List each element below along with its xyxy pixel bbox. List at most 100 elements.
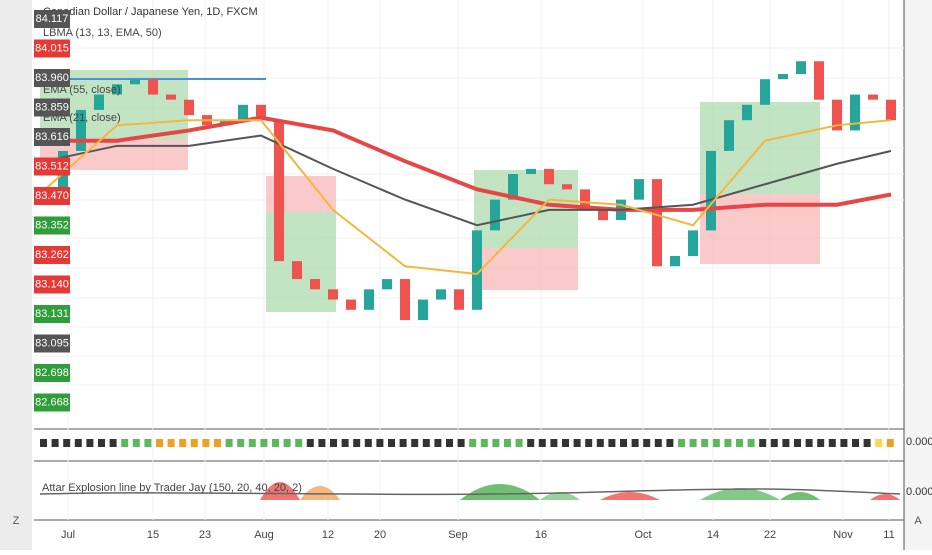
signal-square bbox=[422, 439, 430, 447]
signal-square bbox=[167, 439, 175, 447]
candle bbox=[832, 99, 842, 131]
line-series bbox=[44, 134, 892, 227]
explosion-line bbox=[39, 488, 901, 496]
signal-square bbox=[596, 439, 604, 447]
signal-square bbox=[237, 439, 245, 447]
signal-square bbox=[631, 439, 639, 447]
signal-square bbox=[457, 439, 465, 447]
signal-square bbox=[573, 439, 581, 447]
candle bbox=[652, 179, 662, 267]
candle bbox=[472, 230, 482, 310]
x-tick-label: Aug bbox=[254, 529, 274, 541]
explosion-area bbox=[870, 494, 900, 500]
button[interactable]: Z bbox=[13, 515, 20, 527]
signal-square bbox=[515, 439, 523, 447]
candle bbox=[418, 299, 428, 321]
signal-square bbox=[144, 439, 152, 447]
candle bbox=[346, 299, 356, 310]
panel-value: 0.000 bbox=[906, 486, 932, 498]
price-label-box bbox=[34, 10, 70, 28]
explosion-area bbox=[600, 492, 660, 500]
price-label: 83.095 bbox=[35, 337, 69, 349]
explosion-area bbox=[300, 486, 340, 500]
signal-square bbox=[538, 439, 546, 447]
signal-square bbox=[828, 439, 836, 447]
price-label-box bbox=[34, 216, 70, 235]
candle bbox=[706, 150, 716, 231]
signal-square bbox=[214, 439, 221, 447]
signal-square bbox=[689, 439, 697, 447]
candle bbox=[688, 230, 698, 256]
x-tick-label: 22 bbox=[764, 529, 776, 541]
candle bbox=[328, 289, 338, 300]
signal-square bbox=[376, 439, 384, 447]
signal-square bbox=[736, 439, 743, 447]
signal-square bbox=[504, 439, 511, 447]
price-label-box bbox=[34, 128, 70, 146]
signal-square bbox=[840, 439, 848, 447]
candle bbox=[400, 279, 410, 321]
candle bbox=[742, 104, 752, 121]
signal-square bbox=[585, 439, 593, 447]
price-label: 84.015 bbox=[35, 42, 69, 54]
signal-square bbox=[40, 439, 47, 447]
signal-square bbox=[121, 439, 129, 447]
signal-square bbox=[666, 439, 674, 447]
signal-square bbox=[411, 439, 419, 447]
signal-square bbox=[272, 439, 279, 447]
candle bbox=[634, 179, 644, 200]
candle bbox=[130, 79, 140, 85]
explosion-area bbox=[260, 482, 300, 500]
plot bbox=[40, 61, 896, 321]
signal-square bbox=[109, 439, 117, 447]
signal-square bbox=[747, 439, 755, 447]
candle bbox=[814, 61, 824, 100]
candle bbox=[490, 199, 500, 231]
candle bbox=[724, 120, 734, 151]
signal-square bbox=[643, 439, 651, 447]
price-label-box bbox=[34, 364, 70, 382]
signal-square bbox=[654, 439, 662, 447]
x-tick-label: 11 bbox=[883, 529, 894, 541]
signal-square bbox=[817, 439, 825, 447]
signal-square bbox=[759, 439, 767, 447]
short-zone bbox=[474, 248, 578, 290]
price-label: 83.140 bbox=[35, 278, 69, 290]
x-tick-label: 12 bbox=[322, 529, 334, 541]
signal-square bbox=[295, 439, 303, 447]
signal-square bbox=[469, 439, 477, 447]
candle bbox=[184, 99, 194, 116]
candle bbox=[148, 79, 158, 95]
signal-square bbox=[434, 439, 442, 447]
panel-label: Attar Explosion line by Trader Jay (150,… bbox=[42, 482, 302, 494]
explosion-area bbox=[460, 484, 540, 500]
candle bbox=[778, 74, 788, 80]
x-tick-label: 20 bbox=[374, 529, 386, 541]
candle bbox=[364, 289, 374, 310]
price-label-box bbox=[34, 246, 70, 264]
line-series bbox=[45, 115, 892, 212]
price-label-box bbox=[34, 187, 70, 205]
signal-square bbox=[886, 439, 894, 447]
signal-square bbox=[527, 439, 535, 447]
candle bbox=[238, 104, 248, 121]
x-tick-label: 15 bbox=[147, 529, 159, 541]
x-tick-label: 14 bbox=[707, 529, 719, 541]
signal-square bbox=[701, 439, 709, 447]
candle bbox=[562, 184, 572, 190]
x-tick-label: 23 bbox=[199, 529, 211, 541]
candle bbox=[382, 279, 392, 290]
left-toolbar bbox=[0, 0, 32, 550]
candle bbox=[436, 289, 446, 300]
candle bbox=[76, 109, 86, 151]
candle bbox=[868, 94, 878, 100]
explosion-area bbox=[540, 492, 580, 500]
candle bbox=[526, 168, 536, 174]
price-label-box bbox=[34, 98, 70, 117]
candle bbox=[454, 289, 464, 310]
signal-square bbox=[562, 439, 569, 447]
signal-square bbox=[782, 439, 790, 447]
price-label: 83.512 bbox=[35, 160, 69, 172]
button[interactable]: A bbox=[914, 515, 922, 527]
signal-square bbox=[51, 439, 59, 447]
